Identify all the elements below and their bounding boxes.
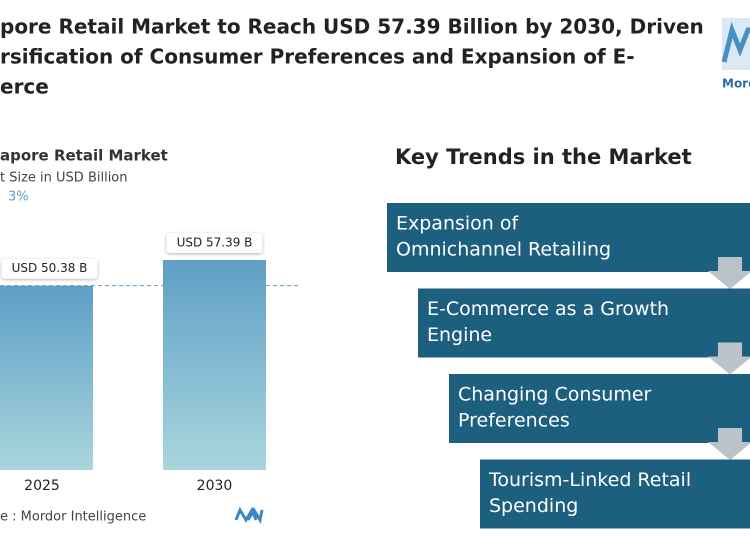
bar bbox=[0, 285, 93, 470]
trend-text: E-Commerce as a Growth bbox=[427, 298, 669, 320]
headline: rsification of Consumer Preferences and … bbox=[0, 45, 635, 69]
value-label: USD 50.38 B bbox=[12, 261, 88, 275]
logo: Mord bbox=[721, 18, 750, 91]
x-tick-label: 2030 bbox=[197, 478, 233, 494]
trend-box bbox=[387, 203, 750, 272]
trend-text: Expansion of bbox=[396, 213, 520, 235]
headline: pore Retail Market to Reach USD 57.39 Bi… bbox=[0, 15, 704, 39]
logo-icon bbox=[721, 21, 750, 63]
logo-text: Mord bbox=[722, 77, 750, 91]
cagr: 3% bbox=[8, 190, 29, 205]
trend-text: Changing Consumer bbox=[458, 384, 652, 406]
trend-box bbox=[449, 374, 750, 443]
chart-subtitle: t Size in USD Billion bbox=[0, 171, 128, 186]
chart-title: apore Retail Market bbox=[0, 147, 168, 165]
value-label-box bbox=[1, 258, 98, 279]
trend-text: Engine bbox=[427, 324, 492, 346]
trend-text: Omnichannel Retailing bbox=[396, 239, 611, 261]
trend-box bbox=[418, 288, 750, 358]
trend-arrow bbox=[708, 428, 750, 460]
source: e : Mordor Intelligence bbox=[0, 510, 146, 525]
value-label: USD 57.39 B bbox=[177, 236, 253, 250]
trend-box bbox=[480, 459, 750, 529]
trend-arrow bbox=[708, 257, 750, 289]
trends: Expansion of Omnichannel Retailing E-Comme… bbox=[387, 203, 750, 529]
bar bbox=[163, 260, 266, 470]
trend-text: Tourism-Linked Retail bbox=[488, 469, 691, 491]
source-logo bbox=[234, 506, 264, 525]
trends-title: Key Trends in the Market bbox=[395, 145, 692, 169]
headline: erce bbox=[0, 75, 49, 99]
value-label-box bbox=[166, 233, 263, 253]
x-tick-label: 2025 bbox=[24, 478, 60, 494]
trend-text: Spending bbox=[489, 495, 578, 517]
trend-arrow bbox=[708, 342, 750, 375]
trend-text: Preferences bbox=[458, 410, 570, 432]
